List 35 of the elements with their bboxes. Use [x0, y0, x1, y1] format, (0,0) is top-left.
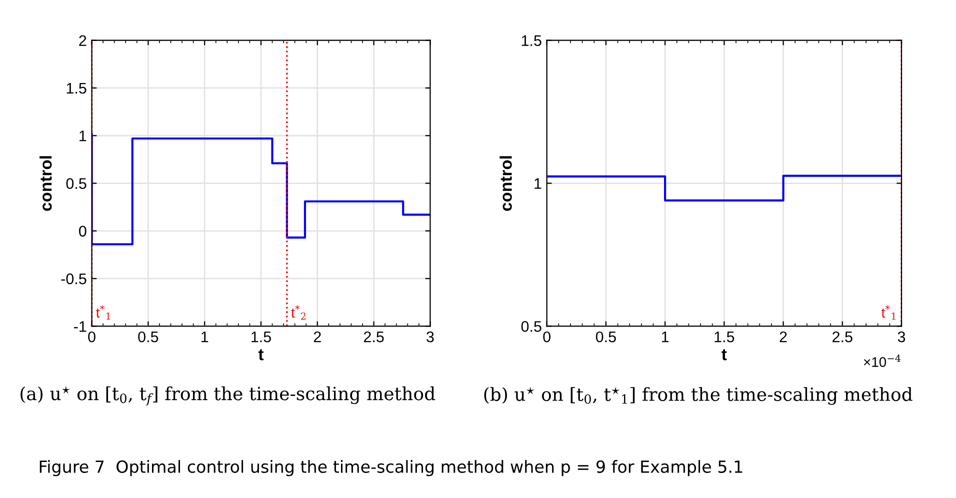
x-tick-label: 1: [662, 332, 669, 342]
x-tick-label: 0.5: [596, 331, 616, 342]
ref-line-label: t$^{*}$$_{1}$: [881, 305, 896, 320]
x-tick-label: 2.5: [832, 331, 852, 342]
y-tick-label: 2: [79, 35, 86, 46]
text: (b) u$^{⋆}$ on [t$_{0}$, t$^{⋆}$$_{1}$] from the time-scaling method: [484, 386, 912, 405]
y-tick-label: 1.5: [522, 35, 542, 46]
y-tick-label: 0: [79, 226, 86, 237]
y-tick-label: 1: [534, 178, 542, 189]
x-tick-label: 2.5: [364, 331, 384, 342]
x-tick-label: 0: [88, 331, 96, 342]
y-tick-label: -1: [74, 321, 86, 332]
x-tick-label: 2: [780, 331, 787, 342]
y-axis-title: control: [40, 156, 52, 211]
y-tick-label: 0.5: [521, 321, 542, 332]
caption: Figure 7 Optimal control using the time-scaling method when p = 9 for Example 5.1: [40, 460, 742, 476]
y-tick-label: 0.5: [66, 178, 86, 189]
x-tick-label: 2: [314, 331, 321, 342]
y-tick-label: 1: [80, 130, 86, 142]
x-tick-label: 3: [898, 331, 906, 342]
x-tick-label: 1.5: [252, 332, 271, 342]
x-axis-title: t: [258, 349, 264, 360]
x-tick-label: 3: [426, 331, 434, 342]
ref-line-label: t$^{*}$$_{1}$: [96, 305, 110, 320]
x-tick-label: 0: [543, 331, 550, 342]
text: ×10$^{−4}$: [864, 354, 901, 367]
x-tick-label: 0.5: [138, 331, 158, 342]
y-tick-label: 1.5: [66, 83, 86, 94]
x-tick-label: 1: [202, 332, 208, 342]
x-axis-title: t: [722, 349, 727, 360]
ref-line-label: t$^{*}$$_{2}$: [291, 305, 306, 320]
text: (a) u$^{⋆}$ on [t$_{0}$, t$_{f}$] from the time-scaling method: [20, 386, 436, 406]
x-tick-label: 1.5: [714, 332, 734, 342]
y-axis-title: control: [500, 156, 512, 211]
y-tick-label: -0.5: [61, 273, 86, 284]
